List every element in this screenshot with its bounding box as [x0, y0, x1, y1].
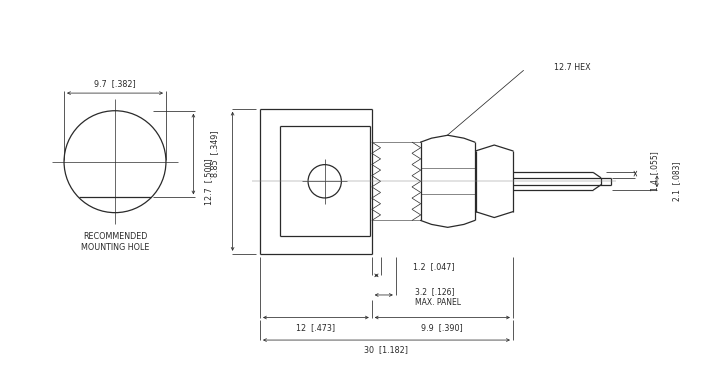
Text: 8.85  [.349]: 8.85 [.349]: [210, 131, 220, 178]
Text: 3.2  [.126]
MAX. PANEL: 3.2 [.126] MAX. PANEL: [415, 287, 462, 307]
Text: 9.9  [.390]: 9.9 [.390]: [421, 323, 463, 332]
Text: 12.7 HEX: 12.7 HEX: [554, 63, 590, 72]
Text: RECOMMENDED
MOUNTING HOLE: RECOMMENDED MOUNTING HOLE: [81, 232, 149, 252]
Text: 9.7  [.382]: 9.7 [.382]: [94, 79, 136, 88]
Text: 12  [.473]: 12 [.473]: [297, 323, 336, 332]
Text: 1.4  [.055]: 1.4 [.055]: [650, 151, 660, 191]
Text: 1.2  [.047]: 1.2 [.047]: [413, 262, 455, 271]
Text: 2.1  [.083]: 2.1 [.083]: [672, 161, 681, 201]
Text: 30  [1.182]: 30 [1.182]: [364, 345, 408, 354]
Text: 12.7  [.500]: 12.7 [.500]: [204, 158, 214, 204]
